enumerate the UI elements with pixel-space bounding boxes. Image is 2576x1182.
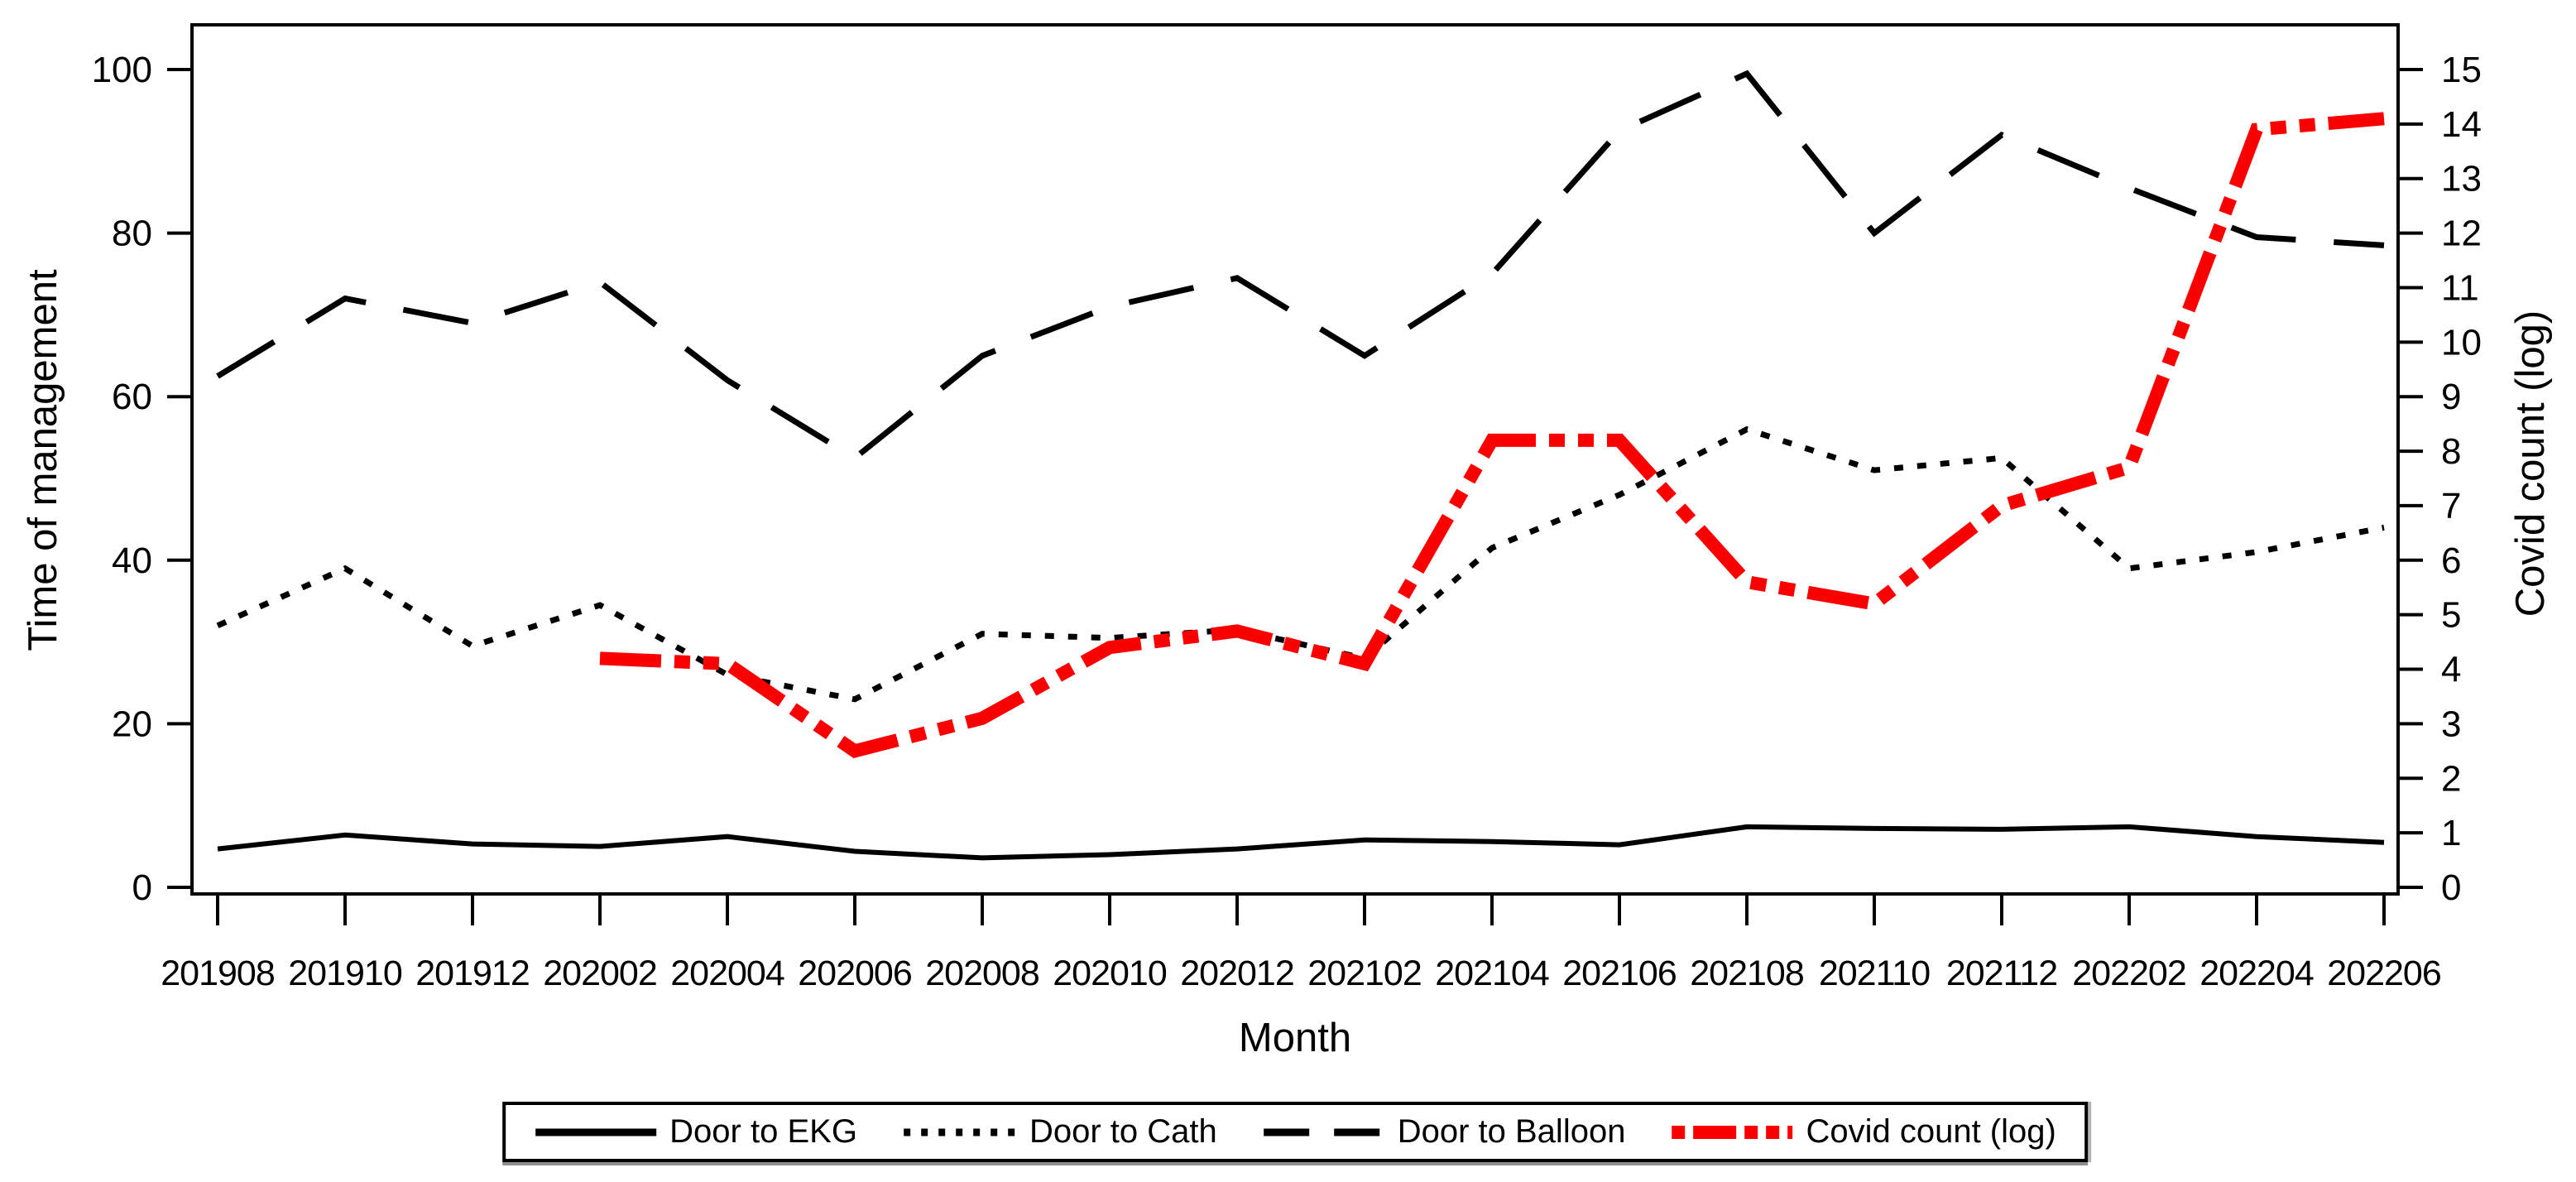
x-axis-tick-label: 202110: [1819, 954, 1930, 993]
right-axis-tick-label: 13: [2441, 159, 2482, 199]
x-axis-tick-label: 202012: [1180, 954, 1294, 993]
legend-label: Door to Cath: [1029, 1113, 1217, 1150]
x-axis-tick-label: 202010: [1053, 954, 1167, 993]
x-axis-tick-label: 201912: [415, 954, 530, 993]
left-axis-tick-label: 20: [112, 704, 152, 744]
right-axis-tick-label: 7: [2441, 486, 2461, 526]
x-axis-tick-label: 202104: [1435, 954, 1549, 993]
right-axis-tick-label: 9: [2441, 377, 2461, 417]
series-line-door-to-balloon: [216, 70, 2385, 462]
legend-item-door-to-cath: Door to Cath: [902, 1113, 1217, 1151]
left-axis-tick-label: 100: [92, 50, 152, 90]
x-axis-tick-label: 202202: [2072, 954, 2186, 993]
right-axis-tick-label: 14: [2441, 104, 2482, 145]
right-axis-tick-label: 0: [2441, 867, 2461, 908]
x-axis-tick-label: 202004: [670, 954, 784, 993]
right-axis-tick-label: 11: [2441, 267, 2479, 308]
legend-label: Covid count (log): [1806, 1113, 2056, 1150]
solid-line-icon: [535, 1128, 657, 1136]
x-axis-tick-label: 202112: [1946, 954, 2057, 993]
legend: Door to EKG Door to Cath Door to Balloon…: [502, 1102, 2088, 1162]
legend-label: Door to Balloon: [1397, 1113, 1626, 1150]
legend-label: Door to EKG: [669, 1113, 857, 1150]
right-axis-tick-label: 5: [2441, 595, 2461, 636]
x-axis-tick-label: 202008: [925, 954, 1039, 993]
right-axis-tick-label: 4: [2441, 650, 2461, 690]
x-axis-tick-label: 202002: [543, 954, 657, 993]
red-dash-dot-line-icon: [1672, 1125, 1793, 1139]
left-axis-tick-label: 80: [112, 214, 152, 254]
left-axis-tick-label: 0: [132, 867, 152, 908]
right-axis-tick-label: 6: [2441, 541, 2461, 581]
x-axis-tick-label: 202204: [2199, 954, 2314, 993]
x-axis-title: Month: [1238, 1016, 1352, 1060]
legend-item-door-to-ekg: Door to EKG: [534, 1113, 857, 1151]
legend-item-covid-count: Covid count (log): [1670, 1113, 2056, 1151]
right-axis-title: Covid count (log): [2508, 310, 2553, 617]
series-line-door-to-ekg: [217, 824, 2385, 861]
x-axis-tick-label: 201910: [288, 954, 402, 993]
series-line-door-to-cath: [216, 425, 2385, 703]
dotted-line-icon: [903, 1128, 1016, 1136]
x-axis-tick-label: 202108: [1690, 954, 1804, 993]
right-axis-tick-label: 15: [2441, 50, 2482, 90]
right-axis-tick-label: 12: [2441, 214, 2482, 254]
right-axis-tick-label: 10: [2441, 322, 2482, 363]
right-axis-tick-label: 1: [2441, 813, 2461, 853]
left-axis-title: Time of management: [21, 269, 65, 651]
left-axis-tick-label: 40: [112, 541, 152, 581]
x-axis-tick-label: 201908: [161, 954, 275, 993]
right-axis-tick-label: 3: [2441, 704, 2461, 744]
dashed-line-icon: [1263, 1128, 1384, 1136]
series-line-covid-count-log: [599, 112, 2385, 758]
right-axis-tick-label: 2: [2441, 758, 2461, 799]
x-axis-tick-label: 202102: [1307, 954, 1422, 993]
x-axis-tick-label: 202206: [2327, 954, 2441, 993]
x-axis-tick-label: 202106: [1562, 954, 1677, 993]
x-axis-tick-label: 202006: [798, 954, 912, 993]
right-axis-tick-label: 8: [2441, 431, 2461, 472]
left-axis-tick-label: 60: [112, 377, 152, 417]
plot-frame: [190, 23, 2400, 896]
legend-item-door-to-balloon: Door to Balloon: [1262, 1113, 1626, 1151]
